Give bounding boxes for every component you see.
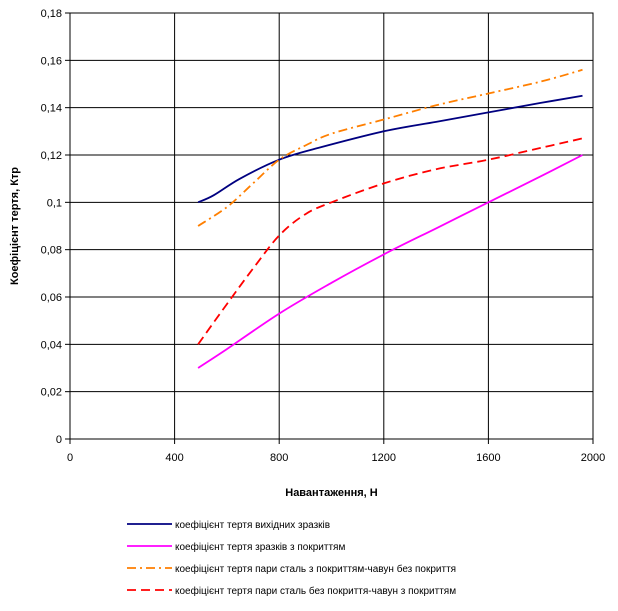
legend-label-2: коефіцієнт тертя зразків з покриттям [175, 541, 345, 553]
y-axis-title: Коефіцієнт тертя, Ктр [9, 167, 21, 285]
legend: коефіцієнт тертя вихідних зразків коефіці… [127, 519, 456, 597]
y-axis: 0 0,02 0,04 0,06 0,08 0,1 0,12 0,14 0,16 0,18 [41, 8, 70, 446]
x-axis-title: Навантаження, Н [285, 487, 378, 499]
series-lines [197, 68, 583, 369]
y-tick-label: 0,16 [41, 55, 62, 67]
x-tick-label: 1600 [476, 452, 500, 464]
series-line-4 [197, 137, 583, 345]
x-tick-label: 0 [67, 452, 73, 464]
y-tick-label: 0,12 [41, 150, 62, 162]
y-tick-label: 0,04 [41, 339, 62, 351]
y-tick-label: 0,06 [41, 292, 62, 304]
x-tick-label: 800 [270, 452, 288, 464]
series-line-1 [197, 94, 583, 204]
x-axis: 0 400 800 1200 1600 2000 [67, 439, 605, 464]
y-tick-label: 0,1 [47, 197, 62, 209]
y-tick-label: 0,08 [41, 245, 62, 257]
legend-label-1: коефіцієнт тертя вихідних зразків [175, 519, 330, 531]
y-tick-label: 0 [56, 434, 62, 446]
y-tick-label: 0,18 [41, 8, 62, 20]
legend-label-4: коефіцієнт тертя пари сталь без покриття… [175, 585, 456, 597]
y-tick-label: 0,02 [41, 387, 62, 399]
x-tick-label: 400 [165, 452, 183, 464]
legend-label-3: коефіцієнт тертя пари сталь з покриттям-… [175, 563, 456, 575]
plot-area [69, 12, 594, 440]
x-tick-label: 2000 [581, 452, 605, 464]
y-tick-label: 0,14 [41, 103, 62, 115]
series-line-2 [197, 154, 583, 369]
grid [70, 13, 593, 439]
x-tick-label: 1200 [372, 452, 396, 464]
series-line-3 [197, 68, 583, 227]
